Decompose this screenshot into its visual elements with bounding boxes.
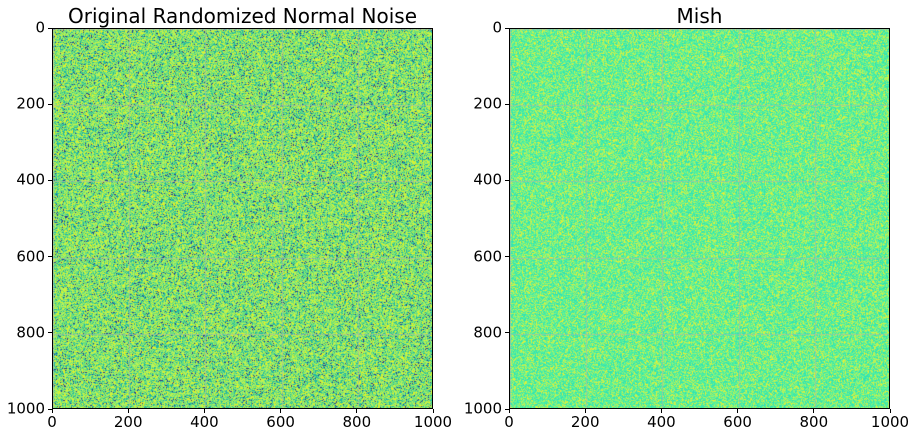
y-tick-label: 200 xyxy=(473,94,502,113)
y-tick-mark xyxy=(505,27,509,29)
y-tick-mark xyxy=(505,256,509,258)
y-tick-label: 600 xyxy=(16,247,45,266)
x-tick-mark xyxy=(432,409,434,413)
x-tick-label: 200 xyxy=(113,413,143,431)
y-tick-mark xyxy=(48,27,52,29)
y-tick-mark xyxy=(505,103,509,105)
y-tick-label: 1000 xyxy=(6,399,45,418)
y-tick-label: 400 xyxy=(473,170,502,189)
y-tick-label: 0 xyxy=(35,18,45,37)
y-tick-label: 400 xyxy=(16,170,45,189)
x-tick-mark xyxy=(280,409,282,413)
x-tick-mark xyxy=(584,409,586,413)
chart-title: Original Randomized Normal Noise xyxy=(67,4,418,28)
y-tick-label: 600 xyxy=(473,247,502,266)
x-tick-label: 400 xyxy=(647,413,676,431)
x-tick-mark xyxy=(737,409,739,413)
y-tick-mark xyxy=(48,332,52,334)
y-tick-mark xyxy=(48,179,52,181)
x-tick-label: 200 xyxy=(570,413,600,431)
x-tick-label: 800 xyxy=(342,413,372,431)
x-tick-mark xyxy=(508,409,510,413)
chart-title: Mish xyxy=(676,4,723,28)
x-tick-mark xyxy=(813,409,815,413)
heatmap-image xyxy=(510,29,889,408)
x-tick-label: 1000 xyxy=(870,413,910,431)
x-tick-label: 600 xyxy=(266,413,295,431)
x-tick-label: 0 xyxy=(47,413,57,431)
x-tick-mark xyxy=(660,409,662,413)
y-tick-label: 0 xyxy=(492,18,502,37)
y-tick-label: 800 xyxy=(473,323,502,342)
y-tick-label: 200 xyxy=(16,94,45,113)
y-tick-mark xyxy=(505,408,509,410)
x-tick-mark xyxy=(889,409,891,413)
y-tick-mark xyxy=(48,256,52,258)
x-tick-label: 0 xyxy=(504,413,514,431)
y-tick-mark xyxy=(48,408,52,410)
x-tick-mark xyxy=(356,409,358,413)
x-tick-label: 1000 xyxy=(413,413,453,431)
y-tick-label: 800 xyxy=(16,323,45,342)
x-tick-label: 800 xyxy=(799,413,829,431)
x-tick-label: 600 xyxy=(723,413,752,431)
x-tick-mark xyxy=(127,409,129,413)
y-tick-mark xyxy=(505,179,509,181)
x-tick-mark xyxy=(203,409,205,413)
x-tick-mark xyxy=(51,409,53,413)
y-tick-mark xyxy=(48,103,52,105)
heatmap-image xyxy=(53,29,432,408)
y-tick-mark xyxy=(505,332,509,334)
heatmap-plot-area xyxy=(509,28,890,409)
y-tick-label: 1000 xyxy=(463,399,502,418)
heatmap-plot-area xyxy=(52,28,433,409)
x-tick-label: 400 xyxy=(190,413,219,431)
